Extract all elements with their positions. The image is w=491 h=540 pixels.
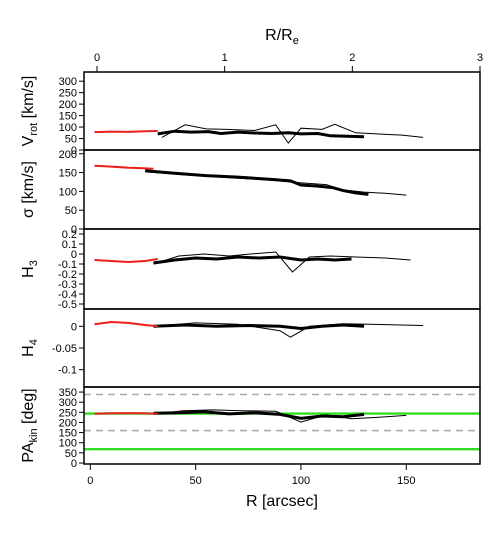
y-tick-label: 200 (59, 99, 77, 111)
bottom-axis: 0 50 100 150 (87, 464, 415, 487)
y-axis-title-suffix: [deg] (20, 388, 37, 428)
red-series-line (94, 130, 158, 134)
y-tick-label: -0.3 (58, 279, 77, 291)
inner-contour-line (157, 129, 365, 139)
y-axis-title-main: H (20, 345, 37, 357)
panel-frame (83, 71, 481, 151)
top-axis-title-sub: e (293, 35, 299, 47)
y-axis-title-sub: kin (28, 428, 40, 442)
panel-curves (94, 251, 411, 273)
y-tick-label: -0.5 (58, 299, 77, 311)
outer-contour-line (153, 322, 424, 338)
y-axis-title-main: V (20, 135, 37, 146)
y-axis-title-sub: 4 (28, 339, 40, 345)
y-tick-label: -0.1 (58, 365, 77, 377)
inner-contour-line (153, 323, 365, 331)
y-tick-label: 0 (71, 224, 77, 236)
panel-frame (83, 149, 481, 230)
y-axis-title-main: σ [km/s] (20, 161, 37, 218)
y-axis-title: σ [km/s] (20, 161, 37, 218)
y-tick-label: 150 (59, 111, 77, 123)
red-series-line (94, 412, 158, 415)
outer-contour-line (153, 251, 411, 273)
y-tick-label: 200 (59, 149, 77, 161)
bottom-tick-label: 0 (87, 475, 93, 487)
y-axis-title: H4 (20, 339, 40, 357)
y-tick-label: 100 (59, 122, 77, 134)
bottom-tick-label: 100 (292, 475, 310, 487)
panel-curves (94, 320, 424, 338)
top-tick-label: 3 (477, 52, 483, 64)
panel-curves (94, 409, 407, 423)
y-tick-label: 200 (59, 417, 77, 429)
y-tick-label: 150 (59, 428, 77, 440)
y-tick-label: 150 (59, 168, 77, 180)
y-tick-label: 0.1 (62, 239, 77, 251)
inner-contour-line (144, 169, 369, 196)
y-tick-label: 100 (59, 186, 77, 198)
y-tick-label: 0.2 (62, 229, 77, 241)
y-tick-label: 50 (65, 448, 77, 460)
panel-curves (94, 123, 424, 144)
y-axis-title-suffix: [km/s] (20, 76, 37, 123)
y-tick-label: 100 (59, 438, 77, 450)
panel-h3: -0.5-0.4-0.3-0.2-0.100.10.2 H3 (20, 228, 481, 311)
y-tick-label: 0 (71, 249, 77, 261)
y-tick-label: 0 (71, 321, 77, 333)
y-axis-title-sub: 3 (28, 260, 40, 266)
y-tick-label: 50 (65, 134, 77, 146)
outer-contour-line (161, 123, 424, 144)
y-axis-title: Vrot [km/s] (20, 76, 40, 147)
top-tick-label: 1 (222, 52, 228, 64)
red-series-line (94, 164, 154, 170)
panel-frame (83, 386, 481, 465)
panel-sigma: 0 50 100 150 200 σ [km/s] (20, 149, 481, 236)
top-axis: 0 1 2 3 (94, 52, 483, 72)
red-series-line (94, 320, 158, 328)
y-tick-label: 250 (59, 407, 77, 419)
y-tick-label: 300 (59, 397, 77, 409)
top-tick-label: 0 (94, 52, 100, 64)
y-tick-label: -0.4 (58, 289, 77, 301)
inner-contour-line (153, 255, 352, 265)
panel-frame (83, 308, 481, 388)
y-tick-label: 250 (59, 88, 77, 100)
inner-contour-line (153, 410, 365, 420)
y-tick-label: 0 (71, 458, 77, 470)
y-axis-title: H3 (20, 260, 40, 278)
panel-curves (94, 164, 407, 196)
y-tick-label: 300 (59, 76, 77, 88)
bottom-tick-label: 50 (190, 475, 202, 487)
y-tick-label: -0.05 (52, 343, 77, 355)
panel-frame (83, 228, 481, 310)
y-axis-title-sub: rot (28, 123, 40, 136)
y-tick-label: 350 (59, 387, 77, 399)
y-axis-title-main: PA (20, 442, 37, 462)
bottom-axis-title: R [arcsec] (246, 493, 318, 510)
y-axis-title: PAkin [deg] (20, 388, 40, 462)
bottom-tick-label: 150 (397, 475, 415, 487)
top-axis-title: R/Re (265, 27, 299, 47)
top-tick-label: 2 (349, 52, 355, 64)
y-tick-label: 0 (71, 145, 77, 157)
y-tick-label: 50 (65, 205, 77, 217)
y-axis-title-main: H (20, 266, 37, 278)
y-tick-label: -0.2 (58, 269, 77, 281)
red-series-line (94, 258, 158, 264)
panel-h4: 0 -0.05 -0.1 H4 (20, 308, 481, 388)
y-tick-label: -0.1 (58, 259, 77, 271)
